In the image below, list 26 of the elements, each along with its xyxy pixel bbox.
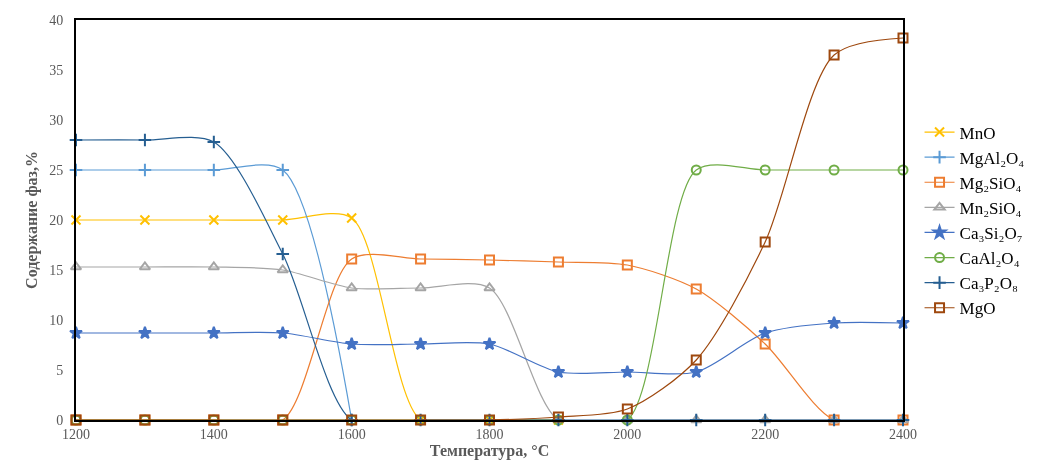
legend-label: Ca₃P₂O₈ [959,274,1019,294]
legend-label: MgAl₂O₄ [959,148,1025,168]
y-axis-title: Содержание фаз,% [22,151,41,289]
x-tick-label: 2200 [751,426,780,442]
y-tick-label: 30 [49,112,64,128]
legend-label: CaAl₂O₄ [959,249,1020,269]
legend-label: Ca₃Si₂O₇ [959,224,1023,244]
legend-label: Mn₂SiO₄ [959,198,1022,218]
y-tick-label: 0 [56,412,64,428]
y-tick-label: 15 [49,262,64,278]
x-tick-label: 1600 [337,426,366,442]
y-tick-label: 5 [56,362,64,378]
legend-label: MnO [959,123,996,143]
x-tick-label: 1800 [475,426,504,442]
y-tick-label: 10 [49,312,64,328]
y-tick-label: 25 [49,162,64,178]
y-tick-label: 40 [49,12,64,28]
legend-label: Mg₂SiO₄ [959,173,1022,193]
x-tick-label: 2400 [889,426,917,442]
x-tick-label: 1400 [199,426,228,442]
x-tick-label: 1200 [62,426,90,442]
y-tick-label: 35 [49,62,64,78]
x-tick-label: 2000 [613,426,642,442]
x-axis-title: Температура, °C [429,442,550,460]
y-tick-label: 20 [49,212,64,228]
legend-label: MgO [959,299,996,319]
